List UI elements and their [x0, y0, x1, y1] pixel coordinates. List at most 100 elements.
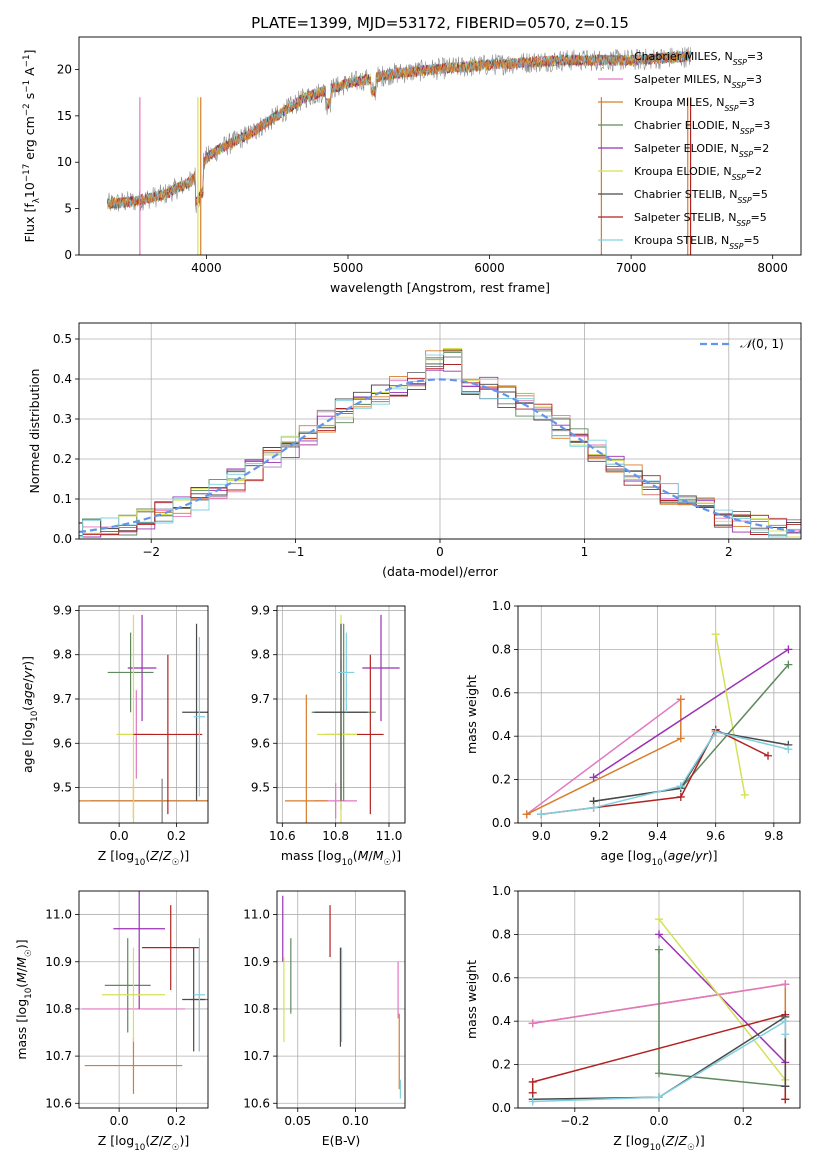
y-tick-label: 9.9: [251, 603, 270, 617]
y-tick-label: 0.8: [492, 642, 511, 656]
legend-entry: Kroupa STELIB, NSSP=5: [634, 234, 760, 251]
weight-marker: [655, 1069, 663, 1078]
weight-marker: [784, 660, 793, 669]
weight-line: [658, 918, 786, 1081]
weight-marker: [655, 915, 663, 924]
weight-marker: [537, 810, 546, 819]
weight-line: [532, 1015, 787, 1101]
legend-entry: Kroupa MILES, NSSP=3: [634, 96, 755, 113]
weight-line: [714, 634, 746, 795]
y-tick-label: 9.9: [53, 603, 72, 617]
y-tick-label: 1.0: [492, 599, 511, 613]
x-tick-label: 9.4: [648, 829, 667, 843]
y-tick-label: 0.4: [492, 729, 511, 743]
weight-marker: [655, 930, 663, 939]
legend-entry: Salpeter STELIB, NSSP=5: [634, 211, 767, 228]
x-tick-label: 6000: [474, 261, 505, 275]
x-tick-label: 8000: [757, 261, 788, 275]
plot-area: [285, 614, 400, 823]
weight-marker: [528, 1077, 537, 1086]
weight-marker: [655, 945, 663, 954]
y-axis-label: age [log10(age/yr)]: [20, 656, 40, 773]
y-tick-label: 9.7: [53, 692, 72, 706]
x-tick-label: 9.6: [706, 829, 725, 843]
axes-frame: [78, 605, 209, 824]
x-tick-label: 4000: [191, 261, 222, 275]
x-axis-label: Z [log10(Z/Z☉)]: [98, 848, 190, 868]
y-tick-label: 10.9: [45, 955, 72, 969]
axes-frame: [276, 890, 406, 1109]
weight-marker: [711, 727, 720, 736]
weight-marker: [711, 630, 720, 639]
legend-entry: Salpeter MILES, NSSP=3: [634, 73, 762, 90]
y-tick-label: 0.6: [492, 686, 511, 700]
weight-marker: [589, 773, 598, 782]
legend-entry: Kroupa ELODIE, NSSP=2: [634, 165, 762, 182]
x-tick-label: 0.2: [167, 1114, 186, 1128]
chart-age-vs-mass: 10.6 10.8 11.0 9.5 9.6 9.7 9.8 9.9 mass [log10(M…: [251, 603, 406, 868]
weight-marker: [676, 792, 685, 801]
x-tick-label: 0.0: [110, 829, 129, 843]
x-tick-label: 1: [581, 545, 589, 559]
figure-title: PLATE=1399, MJD=53172, FIBERID=0570, z=0…: [251, 14, 629, 32]
y-axis-label: Normed distribution: [27, 369, 42, 494]
weight-line: [541, 728, 769, 816]
chart-mass-vs-ebv: 0.05 0.10 10.6 10.7 10.8 10.9 11.0 E(B-V): [243, 890, 406, 1148]
y-tick-label: 9.7: [251, 692, 270, 706]
x-axis-label: wavelength [Angstrom, rest frame]: [330, 280, 550, 295]
y-tick-label: 15: [57, 109, 72, 123]
y-tick-label: 1.0: [492, 884, 511, 898]
y-tick-label: 0.0: [492, 1101, 511, 1115]
x-axis-label: Z [log10(Z/Z☉)]: [98, 1133, 190, 1153]
weight-marker: [781, 1095, 790, 1104]
weight-line: [593, 664, 789, 803]
weight-marker: [784, 745, 793, 754]
y-tick-label: 10.9: [243, 955, 270, 969]
legend-entry: Salpeter ELODIE, NSSP=2: [634, 142, 769, 159]
legend-entry: Chabrier ELODIE, NSSP=3: [634, 119, 770, 136]
histogram-step: [79, 369, 801, 538]
x-tick-label: 7000: [616, 261, 647, 275]
x-tick-label: 10.6: [269, 829, 296, 843]
y-tick-label: 0.1: [53, 492, 72, 506]
plot-area: [79, 614, 208, 823]
y-tick-label: 10.6: [243, 1096, 270, 1110]
weight-line: [593, 648, 789, 779]
weight-marker: [781, 1082, 790, 1091]
y-tick-label: 9.5: [251, 781, 270, 795]
weight-line: [541, 731, 789, 816]
x-axis-label: E(B-V): [322, 1133, 361, 1148]
normal-curve: [79, 378, 801, 534]
weight-marker: [781, 1030, 790, 1039]
y-tick-label: 10.8: [45, 1002, 72, 1016]
plot-area: [282, 895, 401, 1099]
y-tick-label: 0.5: [53, 332, 72, 346]
y-tick-label: 0.3: [53, 412, 72, 426]
y-axis-label: Flux [fλ10−17 erg cm−2 s−1 A−1]: [22, 50, 42, 243]
weight-marker: [740, 790, 749, 799]
y-tick-label: 0.0: [53, 532, 72, 546]
y-tick-label: 10: [57, 155, 72, 169]
plot-area: [528, 915, 790, 1106]
x-tick-label: 11.0: [376, 829, 403, 843]
chart-spectrum: 4000 5000 6000 7000 8000 0 5 10 15 20 wavelength […: [22, 36, 802, 295]
chart-weight-vs-Z: −0.2 0.0 0.2 0.0 0.2 0.4 0.6 0.8 1.0 Z [log10(Z/Z…: [464, 884, 801, 1153]
weight-marker: [655, 1093, 663, 1102]
x-tick-label: 0.05: [284, 1114, 311, 1128]
histogram-step: [79, 364, 801, 535]
y-tick-label: 10.8: [243, 1002, 270, 1016]
y-tick-label: 9.6: [251, 736, 270, 750]
legend-entry: Chabrier STELIB, NSSP=5: [634, 188, 768, 205]
y-tick-label: 0.4: [492, 1014, 511, 1028]
weight-marker: [676, 695, 685, 704]
x-axis-label: Z [log10(Z/Z☉)]: [613, 1133, 705, 1153]
chart-residuals: −2 −1 0 1 2 0.0 0.1 0.2 0.3 0.4 0.5 𝒩(0, 1) (data-mo…: [27, 322, 802, 579]
weight-marker: [676, 734, 685, 743]
axes-frame: [517, 605, 801, 824]
legend-entry: 𝒩(0, 1): [740, 337, 784, 351]
x-tick-label: 0.0: [110, 1114, 129, 1128]
weight-marker: [522, 810, 531, 819]
axes-frame: [78, 36, 802, 256]
